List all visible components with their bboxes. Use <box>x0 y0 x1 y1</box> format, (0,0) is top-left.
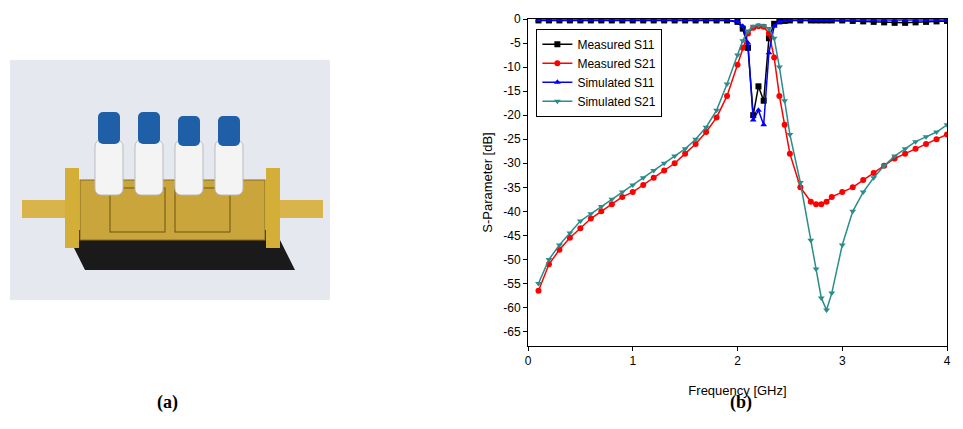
svg-text:Measured S21: Measured S21 <box>577 57 655 71</box>
svg-text:4: 4 <box>944 354 951 368</box>
svg-text:0: 0 <box>514 12 521 26</box>
svg-text:S-Parameter [dB]: S-Parameter [dB] <box>480 132 495 232</box>
svg-text:Measured S11: Measured S11 <box>577 38 654 52</box>
svg-text:-50: -50 <box>503 253 521 267</box>
svg-text:-15: -15 <box>503 84 521 98</box>
svg-text:-45: -45 <box>503 229 521 243</box>
svg-text:-20: -20 <box>503 108 521 122</box>
svg-text:-35: -35 <box>503 181 521 195</box>
svg-text:1: 1 <box>629 354 636 368</box>
svg-text:Frequency [GHz]: Frequency [GHz] <box>688 383 787 398</box>
svg-text:-60: -60 <box>503 301 521 315</box>
svg-text:-10: -10 <box>503 60 521 74</box>
svg-text:2: 2 <box>734 354 741 368</box>
svg-text:3: 3 <box>839 354 846 368</box>
svg-text:Simulated S21: Simulated S21 <box>577 95 655 109</box>
svg-text:-65: -65 <box>503 325 521 339</box>
svg-text:Simulated S11: Simulated S11 <box>577 76 654 90</box>
svg-text:-25: -25 <box>503 132 521 146</box>
svg-text:-5: -5 <box>510 36 521 50</box>
svg-text:0: 0 <box>525 354 532 368</box>
svg-text:-40: -40 <box>503 205 521 219</box>
html-text:(b): (b) <box>730 392 752 412</box>
html-text:(a): (a) <box>157 392 178 412</box>
svg-text:-55: -55 <box>503 277 521 291</box>
svg-text:-30: -30 <box>503 156 521 170</box>
